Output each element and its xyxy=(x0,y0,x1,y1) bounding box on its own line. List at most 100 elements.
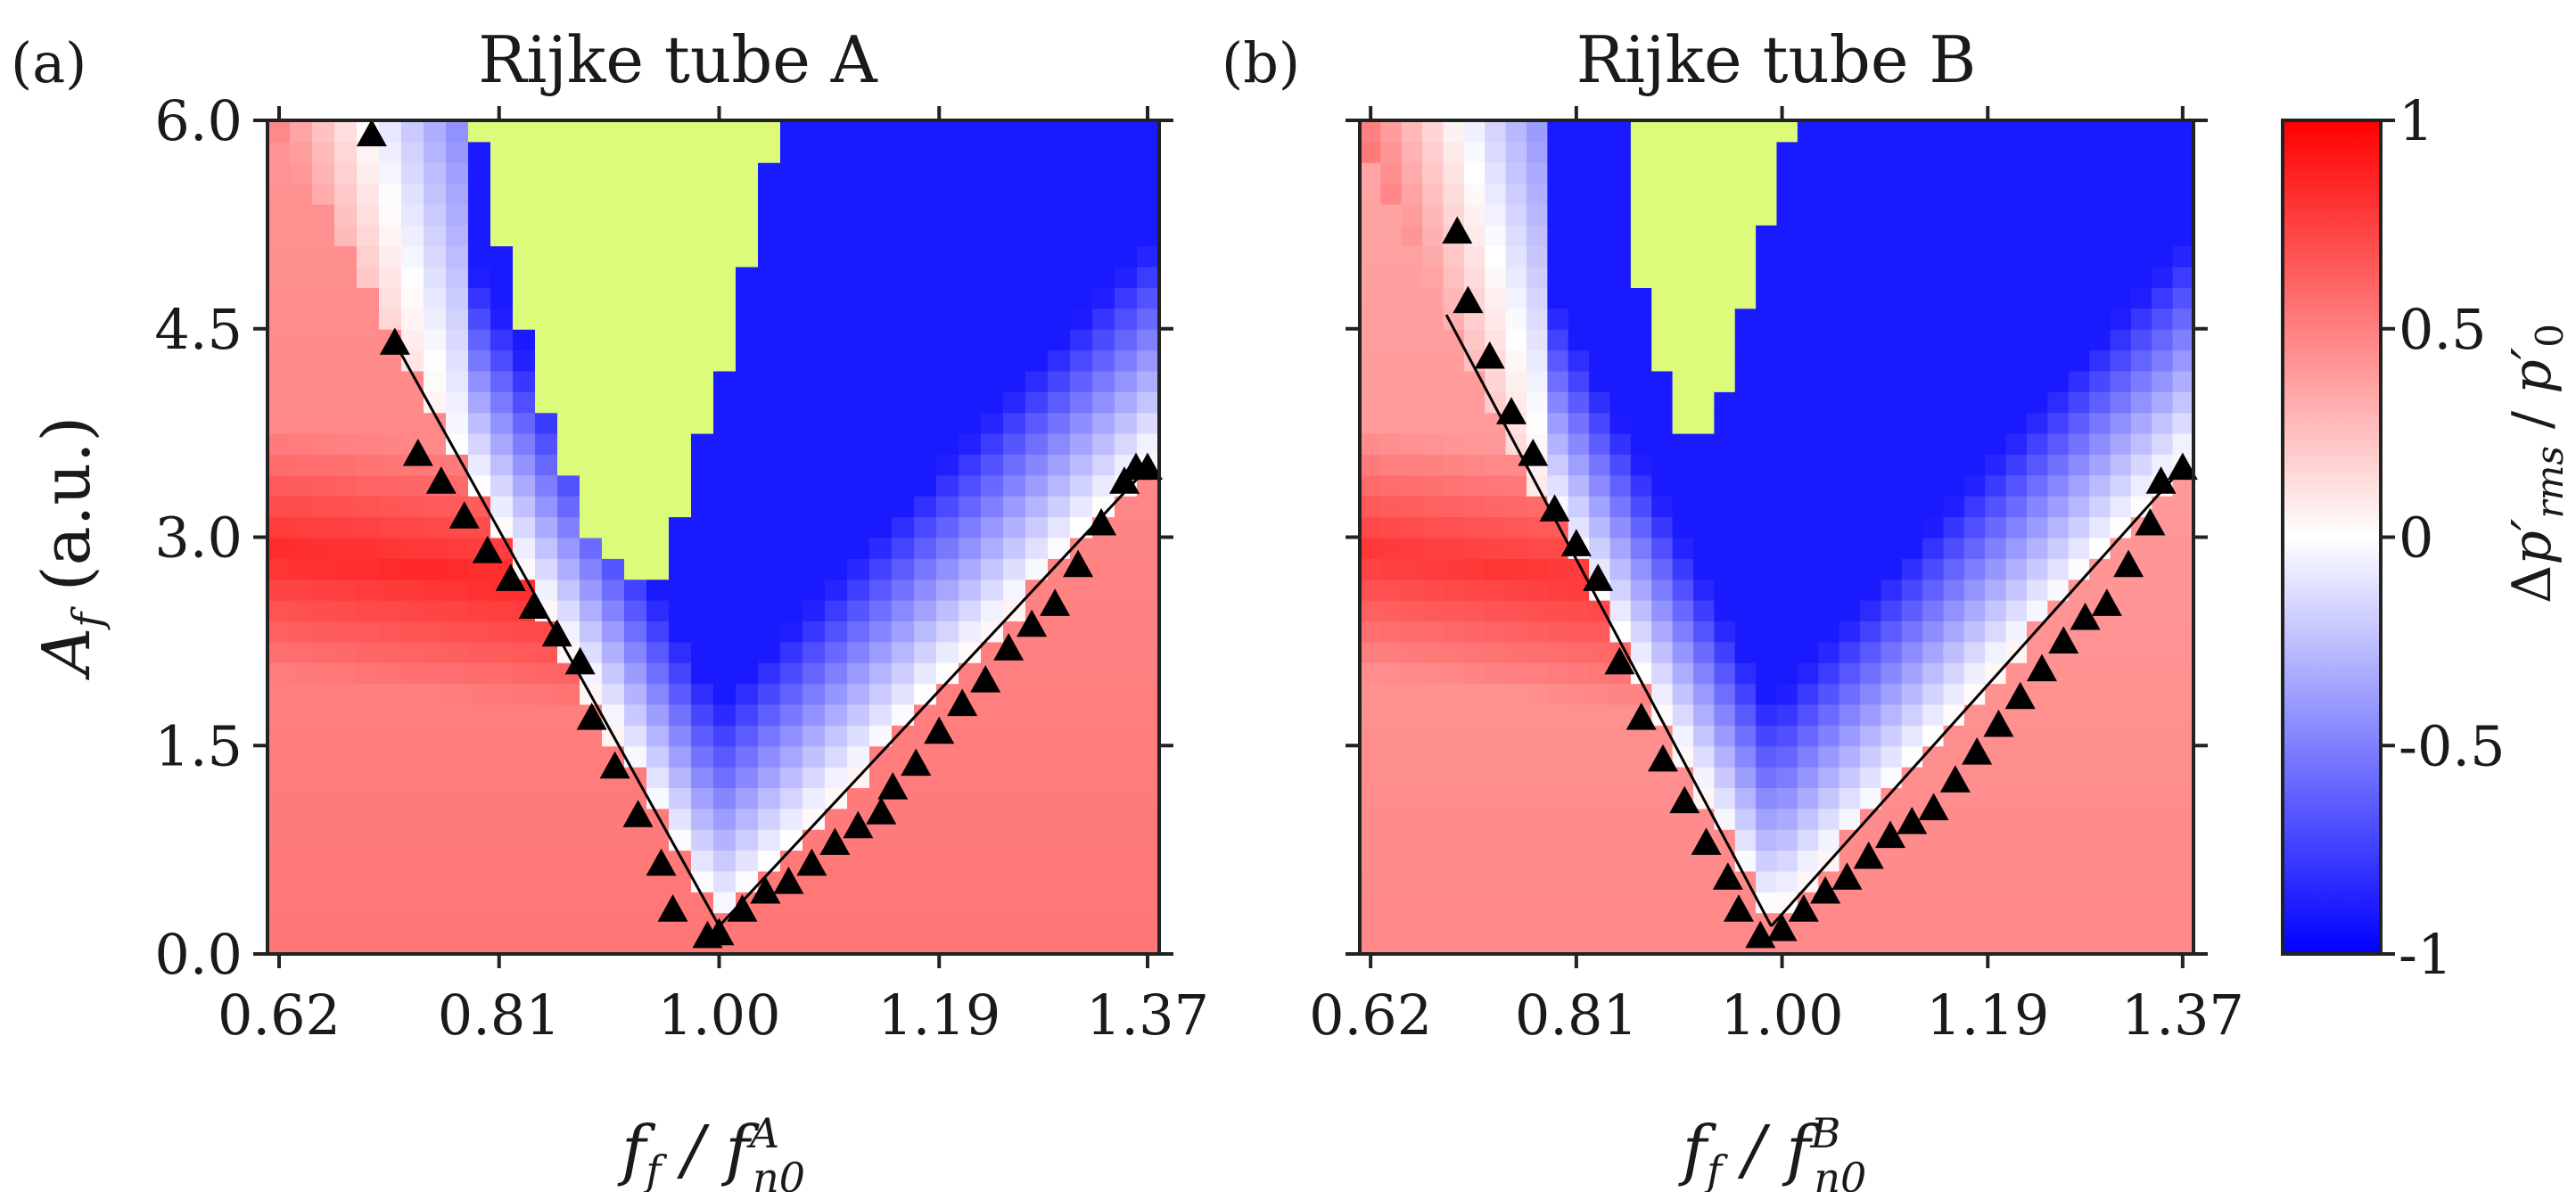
boundary-marker xyxy=(1583,563,1614,591)
heatmap-cell xyxy=(290,516,313,538)
heatmap-cell xyxy=(357,224,380,247)
heatmap-cell xyxy=(691,120,714,143)
heatmap-cell xyxy=(1589,141,1611,163)
heatmap-cell xyxy=(1048,120,1071,143)
heatmap-cell xyxy=(1092,245,1115,267)
heatmap-cell xyxy=(2110,891,2132,914)
heatmap-cell xyxy=(357,766,380,788)
heatmap-cell xyxy=(1693,308,1716,330)
heatmap-cell xyxy=(869,120,893,143)
heatmap-cell xyxy=(2152,183,2174,205)
heatmap-cell xyxy=(1527,245,1549,267)
heatmap-cell xyxy=(424,183,447,205)
heatmap-cell xyxy=(2047,308,2070,330)
heatmap-cell xyxy=(869,412,893,434)
heatmap-cell xyxy=(758,266,781,288)
heatmap-cell xyxy=(758,787,781,810)
heatmap-cell xyxy=(401,245,424,267)
heatmap-cell xyxy=(1070,766,1093,788)
heatmap-cell xyxy=(490,766,514,788)
heatmap-cell xyxy=(2047,766,2070,788)
heatmap-cell xyxy=(513,203,536,226)
heatmap-cell xyxy=(424,245,447,267)
heatmap-cell xyxy=(869,495,893,518)
heatmap-cell xyxy=(2047,787,2070,810)
heatmap-cell xyxy=(1922,557,1945,580)
heatmap-cell xyxy=(758,662,781,685)
heatmap-cell xyxy=(1485,703,1507,726)
heatmap-cell xyxy=(624,850,647,872)
heatmap-cell xyxy=(357,266,380,288)
heatmap-cell xyxy=(1380,537,1403,559)
heatmap-cell xyxy=(2089,912,2111,934)
heatmap-cell xyxy=(1003,203,1026,226)
heatmap-cell xyxy=(1630,808,1653,830)
heatmap-cell xyxy=(646,933,670,954)
heatmap-cell xyxy=(1734,390,1757,414)
heatmap-cell xyxy=(1734,328,1757,351)
heatmap-cell xyxy=(357,579,380,601)
heatmap-cell xyxy=(1485,808,1507,830)
heatmap-cell xyxy=(1651,432,1674,455)
heatmap-cell xyxy=(2027,370,2049,392)
heatmap-cell xyxy=(1401,370,1424,392)
heatmap-cell xyxy=(535,412,558,434)
heatmap-cell xyxy=(334,933,358,954)
heatmap-cell xyxy=(357,933,380,954)
heatmap-cell xyxy=(825,495,848,518)
heatmap-cell xyxy=(1839,745,1861,768)
heatmap-cell xyxy=(691,724,714,747)
heatmap-cell xyxy=(557,579,580,601)
heatmap-cell xyxy=(1985,912,2007,934)
heatmap-cell xyxy=(825,328,848,351)
heatmap-cell xyxy=(1734,703,1757,726)
heatmap-cell xyxy=(490,308,514,330)
heatmap-cell xyxy=(959,203,982,226)
heatmap-cell xyxy=(1901,912,1924,934)
heatmap-cell xyxy=(1693,933,1716,954)
heatmap-cell xyxy=(2068,474,2091,497)
heatmap-cell xyxy=(580,287,603,309)
heatmap-cell xyxy=(1651,808,1674,830)
heatmap-cell xyxy=(869,557,893,580)
heatmap-cell xyxy=(646,683,670,705)
heatmap-cell xyxy=(1401,495,1424,518)
heatmap-cell xyxy=(468,891,491,914)
heatmap-cell xyxy=(290,454,313,476)
heatmap-cell xyxy=(669,287,692,309)
heatmap-cell xyxy=(1651,828,1674,851)
heatmap-cell xyxy=(892,557,915,580)
heatmap-cell xyxy=(1839,432,1861,455)
heatmap-cell xyxy=(691,308,714,330)
heatmap-cell xyxy=(490,495,514,518)
heatmap-cell xyxy=(758,557,781,580)
heatmap-cell xyxy=(1797,412,1820,434)
heatmap-cell xyxy=(1693,203,1716,226)
heatmap-cell xyxy=(1943,662,1965,685)
heatmap-cell xyxy=(624,621,647,643)
heatmap-cell xyxy=(468,808,491,830)
heatmap-cell xyxy=(1092,703,1115,726)
heatmap-cell xyxy=(468,161,491,185)
heatmap-cell xyxy=(424,912,447,934)
heatmap-cell xyxy=(535,370,558,392)
heatmap-cell xyxy=(736,933,759,954)
heatmap-cell xyxy=(334,516,358,538)
heatmap-cell xyxy=(424,370,447,392)
heatmap-cell xyxy=(736,828,759,851)
heatmap-cell xyxy=(1137,933,1159,954)
heatmap-cell xyxy=(557,370,580,392)
heatmap-cell xyxy=(959,224,982,247)
heatmap-cell xyxy=(2068,224,2091,247)
heatmap-cell xyxy=(1963,495,1987,518)
heatmap-cell xyxy=(379,370,402,392)
heatmap-cell xyxy=(580,412,603,434)
heatmap-cell xyxy=(1568,703,1591,726)
heatmap-cell xyxy=(1401,454,1424,476)
heatmap-cell xyxy=(602,454,625,476)
heatmap-cell xyxy=(780,390,803,414)
heatmap-cell xyxy=(2027,787,2049,810)
x-tick-label: 1.00 xyxy=(657,982,780,1048)
heatmap-cell xyxy=(2152,766,2174,788)
heatmap-cell xyxy=(446,891,469,914)
